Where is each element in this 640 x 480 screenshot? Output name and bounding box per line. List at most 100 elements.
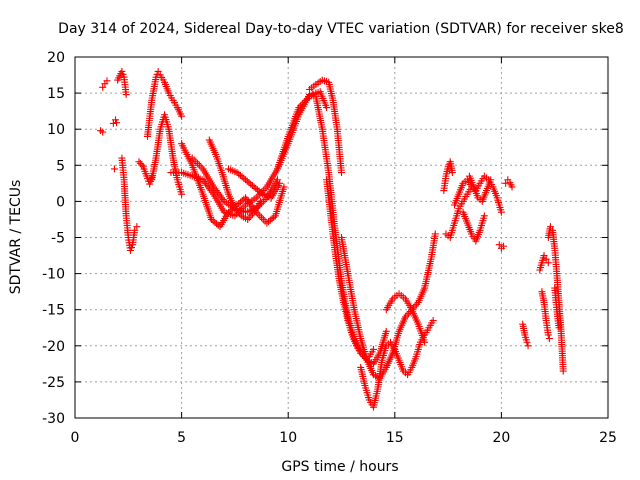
data-point (178, 112, 186, 120)
data-point (524, 342, 532, 350)
data-point (109, 119, 117, 127)
x-tick-label: 5 (177, 430, 186, 446)
data-point (122, 91, 130, 99)
data-point (248, 182, 256, 190)
y-axis-label: SDTVAR / TECUs (8, 180, 24, 295)
data-point (448, 169, 456, 177)
data-point (242, 176, 250, 184)
y-tick-label: -20 (42, 339, 65, 355)
data-points (97, 67, 567, 411)
data-point (544, 259, 552, 267)
data-point (256, 212, 264, 220)
data-point (523, 338, 531, 346)
data-point (238, 197, 246, 205)
data-point (245, 214, 253, 222)
data-point (252, 184, 260, 192)
y-tick-label: -25 (42, 375, 65, 391)
data-point (253, 186, 261, 194)
data-point (194, 159, 202, 167)
y-tick-label: 15 (47, 86, 65, 102)
data-point (245, 179, 253, 187)
data-point (480, 212, 488, 220)
axis-ticks (74, 56, 609, 419)
y-tick-labels: -30 -25 -20 -15 -10 -5 0 5 10 15 20 (42, 50, 65, 427)
data-point (369, 345, 377, 353)
data-point (240, 174, 248, 182)
data-point (559, 367, 567, 375)
data-point (421, 338, 429, 346)
data-point (178, 190, 186, 198)
data-point (247, 180, 255, 188)
data-point (266, 216, 274, 224)
data-point (540, 252, 548, 260)
data-point (268, 215, 276, 223)
y-tick-label: -30 (42, 411, 65, 427)
x-tick-label: 10 (279, 430, 297, 446)
data-point (195, 161, 203, 169)
y-tick-label: -5 (51, 231, 65, 247)
data-point (138, 161, 146, 169)
data-point (256, 197, 264, 205)
data-point (153, 70, 161, 78)
data-point (323, 104, 331, 112)
y-tick-label: 5 (56, 158, 65, 174)
data-point (338, 169, 345, 177)
data-point (487, 176, 495, 184)
data-point (500, 242, 508, 250)
data-point (258, 214, 266, 222)
data-point (502, 179, 510, 187)
data-point (265, 218, 273, 226)
data-point (110, 165, 118, 173)
chart-title: Day 314 of 2024, Sidereal Day-to-day VTE… (58, 21, 624, 37)
x-tick-label: 15 (386, 430, 404, 446)
x-tick-label: 20 (492, 430, 510, 446)
data-point (250, 183, 258, 191)
data-point (99, 128, 107, 136)
x-tick-label: 25 (599, 430, 617, 446)
data-point (545, 335, 553, 343)
data-point (154, 67, 162, 75)
data-point (495, 241, 503, 249)
data-point (280, 183, 288, 191)
data-point (236, 198, 244, 206)
y-tick-label: -15 (42, 303, 65, 319)
data-point (546, 223, 554, 231)
data-point (542, 255, 550, 263)
data-point (99, 83, 107, 91)
data-point (209, 217, 217, 225)
data-point (214, 221, 222, 229)
data-point (235, 200, 243, 208)
data-point (131, 226, 139, 234)
data-point (211, 218, 219, 226)
data-point (213, 220, 221, 228)
data-point (431, 230, 439, 238)
data-point (133, 223, 141, 231)
data-point (429, 317, 437, 325)
data-point (235, 170, 243, 178)
y-tick-label: 0 (56, 194, 65, 210)
data-point (207, 215, 215, 223)
data-point (113, 119, 121, 127)
data-point (497, 208, 505, 216)
y-tick-label: -10 (42, 267, 65, 283)
x-axis-label: GPS time / hours (281, 459, 398, 475)
data-point (263, 219, 271, 227)
data-point (126, 246, 134, 254)
data-point (127, 244, 135, 252)
x-tick-label: 0 (71, 430, 80, 446)
data-point (112, 116, 120, 124)
data-point (243, 177, 251, 185)
data-point (233, 169, 241, 177)
data-point (555, 324, 563, 332)
y-tick-label: 10 (47, 122, 65, 138)
data-point (119, 70, 127, 78)
data-point (238, 173, 246, 181)
data-point (255, 187, 263, 195)
data-point (257, 189, 265, 197)
y-tick-label: 20 (47, 50, 65, 66)
data-point (274, 176, 282, 184)
x-tick-labels: 0 5 10 15 20 25 (71, 430, 617, 446)
data-point (508, 183, 516, 191)
data-point (544, 331, 552, 339)
